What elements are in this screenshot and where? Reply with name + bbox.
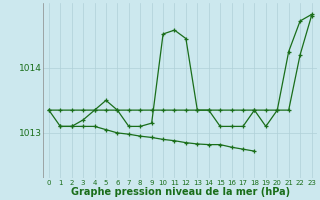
X-axis label: Graphe pression niveau de la mer (hPa): Graphe pression niveau de la mer (hPa): [71, 187, 290, 197]
